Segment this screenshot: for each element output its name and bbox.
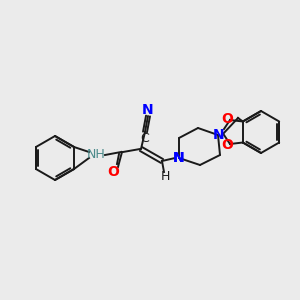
Text: N: N xyxy=(213,128,225,142)
Text: O: O xyxy=(221,112,233,126)
Text: O: O xyxy=(107,165,119,179)
Text: H: H xyxy=(160,170,170,184)
Text: N: N xyxy=(173,151,185,165)
Text: NH: NH xyxy=(87,148,105,161)
Text: O: O xyxy=(221,138,233,152)
Text: C: C xyxy=(141,131,149,145)
Text: N: N xyxy=(173,151,185,165)
Text: N: N xyxy=(142,103,154,117)
